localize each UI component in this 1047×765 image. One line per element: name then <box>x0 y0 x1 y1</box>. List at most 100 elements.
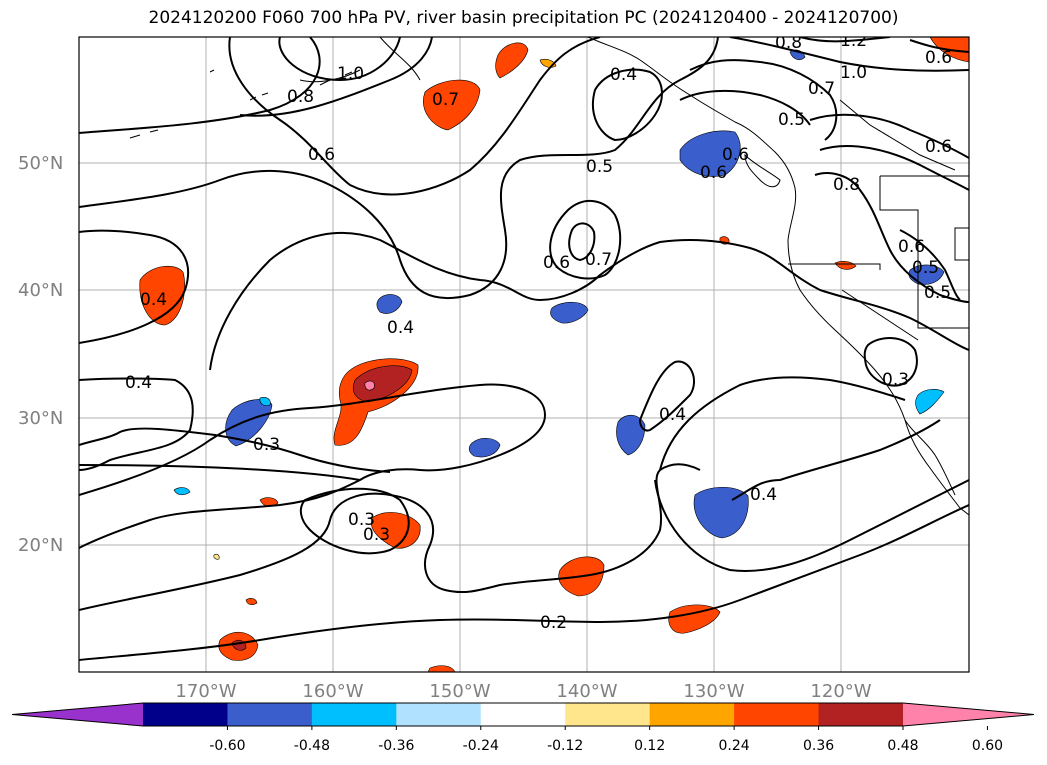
pv-contour <box>729 37 969 72</box>
colorbar-upper-extension <box>903 703 1034 726</box>
negative-anomaly-patch <box>616 414 646 456</box>
pv-contour <box>799 37 891 43</box>
contour-label: 0.4 <box>125 373 152 393</box>
contour-label: 0.5 <box>778 110 805 130</box>
contour-label: 0.5 <box>586 157 613 177</box>
pv-contour <box>79 504 969 661</box>
colorbar-segment <box>311 703 397 726</box>
contour-label: 0.4 <box>140 290 167 310</box>
pv-contour <box>79 463 701 611</box>
negative-anomaly-patch <box>679 130 741 177</box>
positive-anomaly-patch <box>495 42 529 79</box>
pv-contour <box>299 487 410 555</box>
colorbar-tick-label: 0.24 <box>719 738 750 754</box>
map-frame <box>78 36 970 673</box>
lon-label-130w: 130°W <box>683 681 744 702</box>
contour-labels: 1.2 1.0 1.0 0.8 0.7 0.4 0.5 0.6 0.5 0.8 … <box>125 33 952 633</box>
lat-label-50n: 50°N <box>18 153 63 174</box>
pv-contour <box>79 37 719 300</box>
negative-anomaly-patch <box>550 301 589 324</box>
negative-anomaly-patch <box>173 487 191 496</box>
colorbar-outline <box>11 702 1035 727</box>
contour-label: 0.8 <box>287 87 314 107</box>
pv-contour <box>278 37 401 82</box>
colorbar-tick-label: -0.60 <box>209 738 245 754</box>
pv-contour <box>679 89 811 126</box>
pv-contour <box>79 37 321 134</box>
contour-label: 0.2 <box>540 613 567 633</box>
pv-contour <box>809 113 969 159</box>
pv-contour <box>591 68 663 142</box>
pv-contour <box>654 479 969 572</box>
negative-anomaly-patch <box>468 438 501 458</box>
contour-label: 1.0 <box>840 63 867 83</box>
pv-contour <box>689 59 838 141</box>
pv-contour <box>549 200 622 280</box>
colorbar-segment <box>649 703 735 726</box>
map-background <box>79 37 969 672</box>
colorbar-segment <box>818 703 904 726</box>
negative-anomaly-patch <box>376 294 403 314</box>
baja-coastline <box>904 419 956 496</box>
border <box>839 99 956 171</box>
colorbar-tick-label: -0.24 <box>463 738 499 754</box>
colorbar-segment <box>227 703 313 726</box>
positive-anomaly-patch <box>259 497 279 507</box>
state-border <box>954 227 969 261</box>
colorbar-segment <box>565 703 651 726</box>
colorbar-tick-label: -0.36 <box>378 738 414 754</box>
positive-anomaly-patch <box>834 261 857 270</box>
colorbar-tick-label: 0.36 <box>803 738 834 754</box>
contour-label: 0.6 <box>898 237 925 257</box>
contour-label: 0.8 <box>833 175 860 195</box>
contour-label: 0.7 <box>585 250 612 270</box>
contour-label: 0.3 <box>363 525 390 545</box>
state-border <box>841 289 919 341</box>
colorbar-tick-label: -0.48 <box>294 738 330 754</box>
pv-contour <box>209 231 969 371</box>
positive-anomaly-patch <box>427 665 456 672</box>
positive-anomaly-patch <box>139 265 186 326</box>
positive-anomaly-patch <box>213 553 220 560</box>
state-border <box>879 176 969 329</box>
positive-anomaly-patch <box>245 598 258 605</box>
map-title: 2024120200 F060 700 hPa PV, river basin … <box>148 8 899 28</box>
pv-contour <box>638 360 695 432</box>
pv-contour <box>79 464 361 481</box>
colorbar-tick-label: 0.12 <box>634 738 665 754</box>
pv-contour <box>568 222 596 262</box>
contour-label: 0.5 <box>924 283 951 303</box>
pv-contour <box>79 229 190 344</box>
pv-contour <box>79 427 391 473</box>
colorbar-segment <box>480 703 566 726</box>
contour-label: 0.4 <box>610 65 637 85</box>
contour-label: 0.3 <box>253 435 280 455</box>
pv-contour <box>814 172 969 303</box>
lon-label-150w: 150°W <box>429 681 490 702</box>
longitude-labels: 170°W 160°W 150°W 140°W 130°W 120°W <box>175 681 871 702</box>
lon-label-170w: 170°W <box>175 681 236 702</box>
lon-label-140w: 140°W <box>556 681 617 702</box>
positive-anomaly-patch <box>423 79 481 131</box>
pv-contour <box>863 337 918 387</box>
colorbar-segment <box>396 703 482 726</box>
colorbar: -0.60 -0.48 -0.36 -0.24 -0.12 0.12 0.24 0.36 0.4… <box>11 702 1035 754</box>
lat-label-40n: 40°N <box>18 280 63 301</box>
negative-anomaly-patch <box>693 486 749 539</box>
contour-label: 0.5 <box>912 258 939 278</box>
contour-label: 0.6 <box>543 253 570 273</box>
lon-label-120w: 120°W <box>810 681 871 702</box>
pv-contour <box>239 37 433 117</box>
contour-label: 0.4 <box>659 405 686 425</box>
state-border <box>788 263 881 270</box>
pv-contour <box>79 383 547 549</box>
lon-label-160w: 160°W <box>302 681 363 702</box>
colorbar-lower-extension <box>12 703 143 726</box>
colorbar-segment <box>734 703 820 726</box>
pv-contours <box>79 37 969 661</box>
pv-contour <box>228 37 601 196</box>
negative-anomaly-patch <box>259 397 271 406</box>
pv-contour <box>819 144 969 191</box>
contour-label: 0.8 <box>775 33 802 53</box>
contour-label: 0.4 <box>387 318 414 338</box>
